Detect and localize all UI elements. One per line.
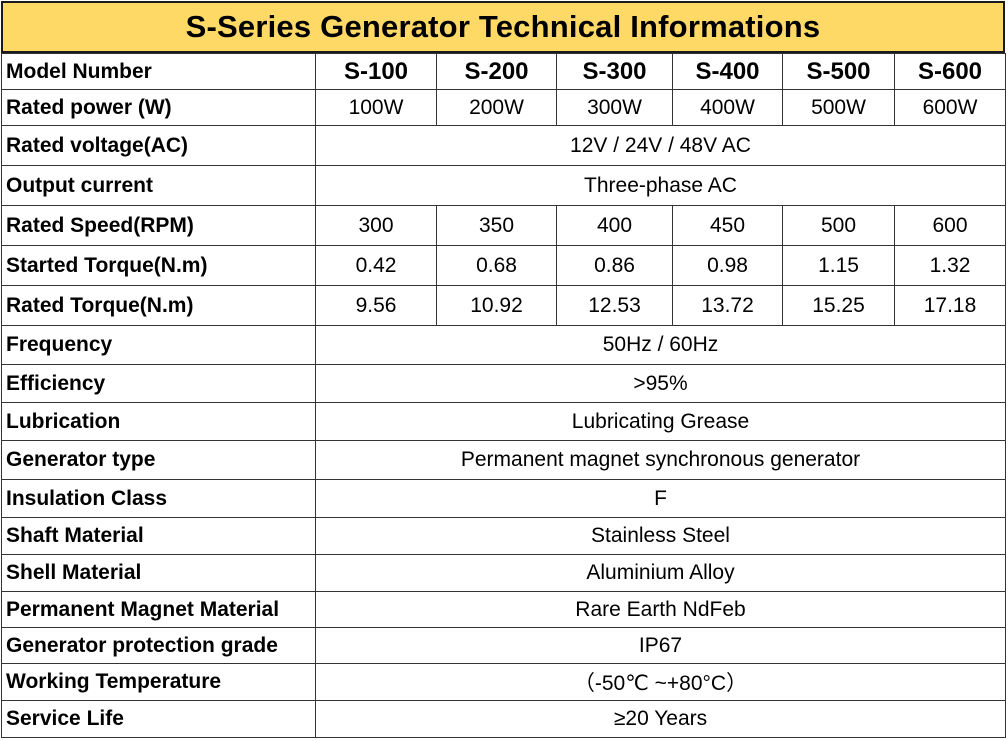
row-label: Frequency — [1, 325, 316, 365]
row-label: Service Life — [1, 700, 316, 738]
model-header-cell: S-200 — [436, 53, 557, 90]
table-row-started-torque: Started Torque(N.m) 0.42 0.68 0.86 0.98 … — [1, 245, 1006, 286]
table-cell: 13.72 — [672, 285, 783, 326]
row-label: Model Number — [1, 53, 316, 90]
table-cell: 300 — [315, 205, 437, 246]
row-label: Efficiency — [1, 364, 316, 403]
row-label: Rated Torque(N.m) — [1, 285, 316, 326]
row-label: Generator type — [1, 440, 316, 480]
row-label: Rated power (W) — [1, 89, 316, 126]
model-header-cell: S-600 — [894, 53, 1006, 90]
table-row-rated-voltage: Rated voltage(AC) 12V / 24V / 48V AC — [1, 125, 1006, 166]
table-cell: 12V / 24V / 48V AC — [315, 125, 1006, 166]
model-header-cell: S-400 — [672, 53, 783, 90]
table-row-magnet-material: Permanent Magnet Material Rare Earth NdF… — [1, 591, 1006, 628]
table-row-rated-torque: Rated Torque(N.m) 9.56 10.92 12.53 13.72… — [1, 285, 1006, 326]
row-label: Permanent Magnet Material — [1, 591, 316, 628]
table-cell: 450 — [672, 205, 783, 246]
table-row-shell-material: Shell Material Aluminium Alloy — [1, 554, 1006, 592]
table-cell: 1.15 — [782, 245, 895, 286]
table-row-rated-power: Rated power (W) 100W 200W 300W 400W 500W… — [1, 89, 1006, 126]
table-cell: 200W — [436, 89, 557, 126]
table-cell: 600 — [894, 205, 1006, 246]
table-cell: 1.32 — [894, 245, 1006, 286]
table-row-protection-grade: Generator protection grade IP67 — [1, 627, 1006, 664]
table-cell: Rare Earth NdFeb — [315, 591, 1006, 628]
table-row-lubrication: Lubrication Lubricating Grease — [1, 402, 1006, 441]
table-cell: 10.92 — [436, 285, 557, 326]
table-row-generator-type: Generator type Permanent magnet synchron… — [1, 440, 1006, 480]
table-cell: F — [315, 479, 1006, 518]
table-cell: 400W — [672, 89, 783, 126]
table-cell: （-50℃ ~+80°C） — [315, 663, 1006, 701]
table-row-insulation-class: Insulation Class F — [1, 479, 1006, 518]
table-row-efficiency: Efficiency >95% — [1, 364, 1006, 403]
table-cell: >95% — [315, 364, 1006, 403]
model-header-cell: S-300 — [556, 53, 673, 90]
row-label: Output current — [1, 165, 316, 206]
row-label: Insulation Class — [1, 479, 316, 518]
table-row-shaft-material: Shaft Material Stainless Steel — [1, 517, 1006, 555]
table-cell: 100W — [315, 89, 437, 126]
table-cell: 500W — [782, 89, 895, 126]
row-label: Rated Speed(RPM) — [1, 205, 316, 246]
table-cell: 50Hz / 60Hz — [315, 325, 1006, 365]
table-cell: 600W — [894, 89, 1006, 126]
table-cell: 0.68 — [436, 245, 557, 286]
table-row-rated-speed: Rated Speed(RPM) 300 350 400 450 500 600 — [1, 205, 1006, 246]
model-header-cell: S-500 — [782, 53, 895, 90]
row-label: Working Temperature — [1, 663, 316, 701]
table-cell: 9.56 — [315, 285, 437, 326]
table-row-model-number: Model Number S-100 S-200 S-300 S-400 S-5… — [1, 53, 1006, 90]
table-cell: 0.42 — [315, 245, 437, 286]
table-cell: Permanent magnet synchronous generator — [315, 440, 1006, 480]
row-label: Started Torque(N.m) — [1, 245, 316, 286]
row-label: Generator protection grade — [1, 627, 316, 664]
table-cell: Stainless Steel — [315, 517, 1006, 555]
table-cell: Three-phase AC — [315, 165, 1006, 206]
spec-table: Model Number S-100 S-200 S-300 S-400 S-5… — [1, 53, 1006, 738]
table-cell: 12.53 — [556, 285, 673, 326]
table-cell: 500 — [782, 205, 895, 246]
table-cell: 0.86 — [556, 245, 673, 286]
table-row-working-temperature: Working Temperature （-50℃ ~+80°C） — [1, 663, 1006, 701]
table-cell: Aluminium Alloy — [315, 554, 1006, 592]
table-row-frequency: Frequency 50Hz / 60Hz — [1, 325, 1006, 365]
row-label: Lubrication — [1, 402, 316, 441]
table-row-service-life: Service Life ≥20 Years — [1, 700, 1006, 738]
page-title: S-Series Generator Technical Information… — [1, 1, 1005, 53]
table-cell: 300W — [556, 89, 673, 126]
row-label: Rated voltage(AC) — [1, 125, 316, 166]
table-cell: 400 — [556, 205, 673, 246]
table-cell: 350 — [436, 205, 557, 246]
table-cell: 17.18 — [894, 285, 1006, 326]
model-header-cell: S-100 — [315, 53, 437, 90]
table-row-output-current: Output current Three-phase AC — [1, 165, 1006, 206]
table-cell: Lubricating Grease — [315, 402, 1006, 441]
table-cell: IP67 — [315, 627, 1006, 664]
table-cell: 15.25 — [782, 285, 895, 326]
row-label: Shaft Material — [1, 517, 316, 555]
row-label: Shell Material — [1, 554, 316, 592]
table-cell: ≥20 Years — [315, 700, 1006, 738]
table-cell: 0.98 — [672, 245, 783, 286]
